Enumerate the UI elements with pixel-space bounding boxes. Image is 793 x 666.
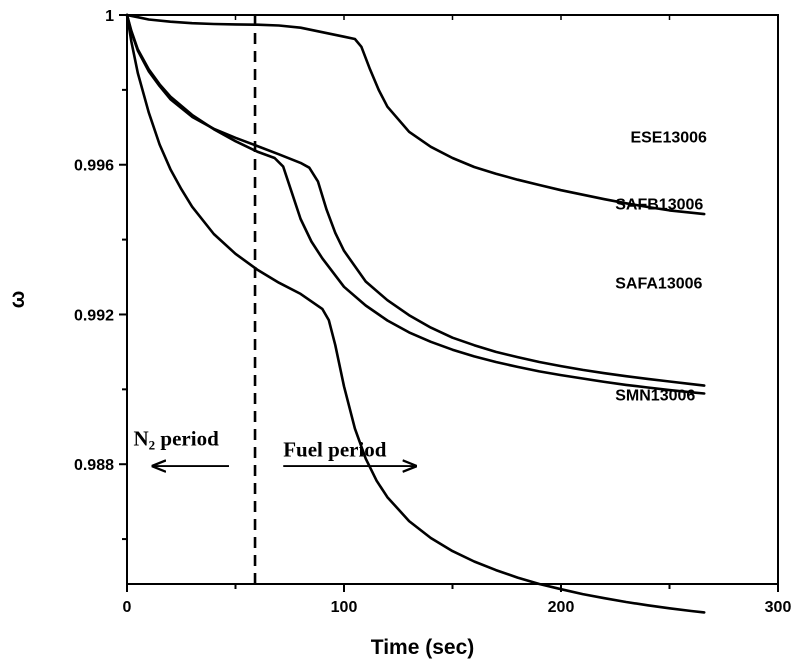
series-labels: ESE13006 SAFB13006 SAFA13006 SMN13006 bbox=[615, 129, 707, 404]
annotations: N2 period Fuel period bbox=[134, 15, 416, 584]
y-tick-label: 1 bbox=[105, 8, 114, 25]
x-tick-label: 200 bbox=[548, 599, 575, 616]
x-tick-label: 0 bbox=[123, 599, 132, 616]
series-line-safb13006 bbox=[125, 13, 706, 387]
series-label-smn13006: SMN13006 bbox=[615, 388, 695, 405]
series-lines bbox=[125, 13, 706, 614]
y-tick-label: 0.992 bbox=[74, 307, 114, 324]
y-axis-label: ω bbox=[6, 291, 29, 309]
series-label-safa13006: SAFA13006 bbox=[615, 275, 702, 292]
series-line-smn13006 bbox=[125, 13, 706, 614]
fuel-period-label: Fuel period bbox=[283, 438, 387, 462]
x-axis-label: Time (sec) bbox=[371, 636, 475, 659]
series-line-ese13006 bbox=[125, 13, 706, 216]
x-tick-label: 100 bbox=[331, 599, 358, 616]
plot-frame bbox=[126, 14, 779, 585]
series-label-safb13006: SAFB13006 bbox=[615, 197, 703, 214]
y-tick-label: 0.996 bbox=[74, 158, 114, 175]
y-tick-label: 0.988 bbox=[74, 457, 114, 474]
n2-period-label: N2 period bbox=[134, 426, 220, 452]
series-line-safa13006 bbox=[125, 13, 706, 395]
x-tick-label: 300 bbox=[765, 599, 792, 616]
series-label-ese13006: ESE13006 bbox=[630, 129, 707, 146]
axes: 0 100 200 300 0.988 0.992 0.996 1 Time (sec) ω bbox=[6, 8, 791, 659]
